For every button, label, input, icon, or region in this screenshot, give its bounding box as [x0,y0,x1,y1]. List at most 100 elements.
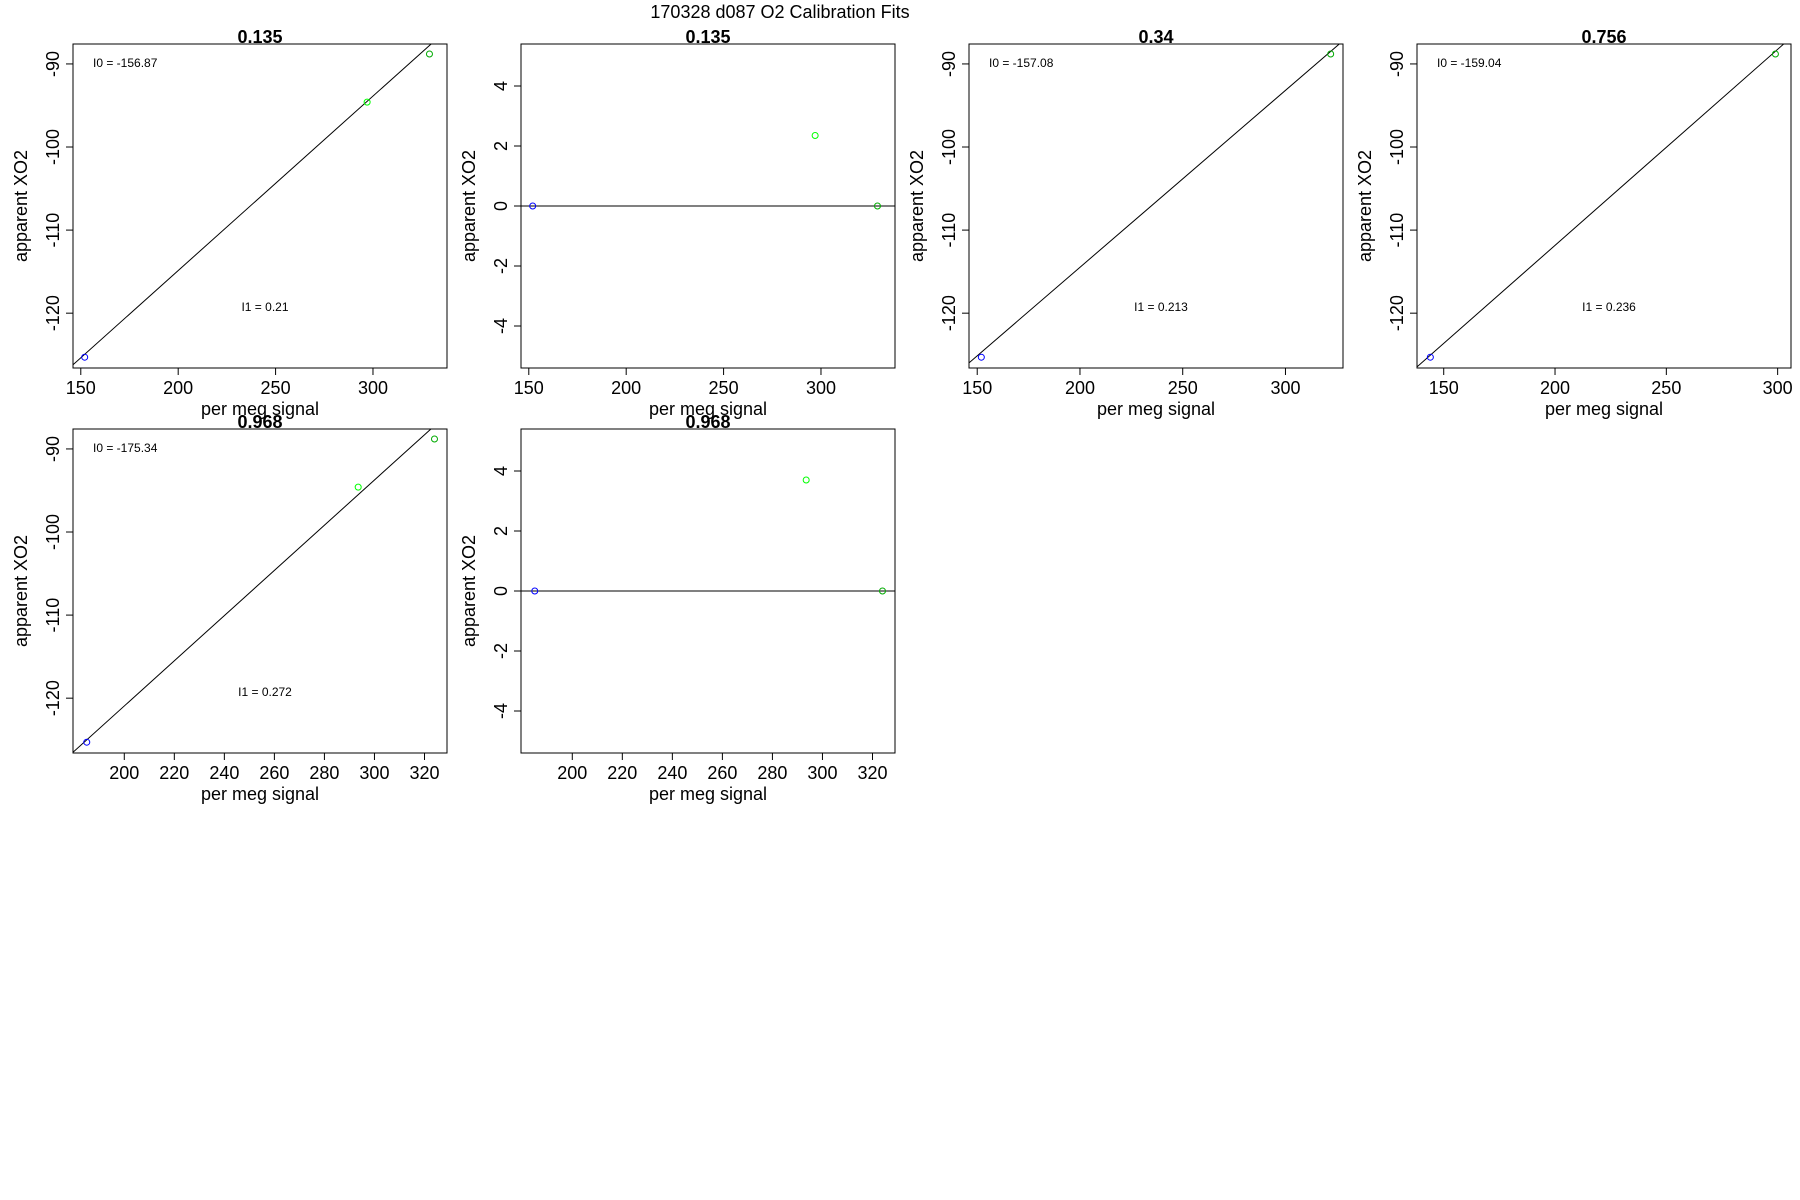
x-tick-label: 150 [1429,378,1459,398]
data-point [1426,353,1434,361]
x-axis-label: per meg signal [201,399,319,419]
y-tick-label: 2 [491,141,511,151]
slope-annotation: I1 = 0.213 [1134,300,1188,314]
y-tick-label: -2 [491,643,511,659]
data-point [531,587,539,595]
y-tick-label: -4 [491,318,511,334]
y-tick-label: 2 [491,526,511,536]
x-tick-label: 220 [159,763,189,783]
panel-title: 0.135 [685,27,730,47]
plot-frame [72,428,448,754]
y-tick-label: -100 [43,129,63,165]
x-axis-label: per meg signal [201,784,319,804]
y-tick-label: -120 [43,295,63,331]
x-tick-label: 150 [66,378,96,398]
x-tick-label: 320 [857,763,887,783]
data-point [354,483,362,491]
x-tick-label: 250 [1168,378,1198,398]
panel-title: 0.968 [237,412,282,432]
data-point [811,132,819,139]
y-tick-label: 0 [491,201,511,211]
y-tick-label: 4 [491,466,511,476]
x-tick-label: 150 [514,378,544,398]
data-point [81,353,89,361]
x-tick-label: 300 [359,763,389,783]
plot-frame [968,43,1344,369]
x-tick-label: 300 [358,378,388,398]
data-point [529,202,537,210]
y-tick-label: 0 [491,586,511,596]
data-point [363,98,371,106]
fit-line [73,429,432,753]
data-point [1327,50,1335,58]
slope-annotation: I1 = 0.21 [241,300,288,314]
y-tick-label: -90 [43,51,63,77]
panel-title: 0.756 [1581,27,1626,47]
chart-panel-2: 0.135 150 200 250 300 per meg signal -4 -2 0 2 4 ap… [459,27,896,419]
x-tick-label: 280 [309,763,339,783]
data-point [878,587,886,595]
x-axis-label: per meg signal [1545,399,1663,419]
x-tick-label: 300 [1270,378,1300,398]
data-point [873,202,881,210]
data-point [1771,50,1779,58]
x-tick-label: 280 [757,763,787,783]
chart-panel-4: 0.756 150 200 250 300 per meg signal -120 -110 -… [1355,27,1793,419]
y-tick-label: -90 [939,51,959,77]
intercept-annotation: I0 = -157.08 [989,56,1054,70]
y-tick-label: -90 [43,436,63,462]
data-point [425,50,433,58]
chart-panel-5: 0.968 200 220 240 260 280 300 320 per meg signal… [11,412,448,804]
x-tick-label: 240 [657,763,687,783]
panel-title: 0.135 [237,27,282,47]
slope-annotation: I1 = 0.236 [1582,300,1636,314]
intercept-annotation: I0 = -156.87 [93,56,158,70]
y-tick-label: -120 [939,295,959,331]
fit-line [1417,44,1785,368]
y-tick-label: -110 [939,213,959,248]
x-tick-label: 150 [962,378,992,398]
slope-annotation: I1 = 0.272 [238,685,292,699]
x-tick-label: 300 [1763,378,1793,398]
x-tick-label: 220 [607,763,637,783]
x-axis-label: per meg signal [649,399,767,419]
x-tick-label: 250 [709,378,739,398]
chart-panel-1: 0.135 150 200 250 300 per meg signal -120 -110 -… [11,27,448,419]
y-tick-label: -100 [939,129,959,165]
data-point [83,738,91,746]
x-tick-label: 200 [109,763,139,783]
data-point [802,476,810,484]
y-axis-label: apparent XO2 [1355,150,1375,262]
y-tick-label: -110 [43,598,63,633]
y-tick-label: -120 [1387,295,1407,331]
y-tick-label: -100 [1387,129,1407,165]
x-tick-label: 200 [1065,378,1095,398]
fit-line [969,44,1341,364]
intercept-annotation: I0 = -159.04 [1437,56,1502,70]
y-tick-label: 4 [491,81,511,91]
x-tick-label: 200 [163,378,193,398]
intercept-annotation: I0 = -175.34 [93,441,158,455]
x-tick-label: 300 [806,378,836,398]
plot-frame [72,43,448,369]
y-axis-label: apparent XO2 [459,150,479,262]
x-tick-label: 260 [707,763,737,783]
x-axis-label: per meg signal [1097,399,1215,419]
plot-frame [1416,43,1792,369]
x-tick-label: 200 [1540,378,1570,398]
panel-title: 0.34 [1138,27,1173,47]
x-axis-label: per meg signal [649,784,767,804]
data-point [430,435,438,443]
x-tick-label: 260 [259,763,289,783]
y-tick-label: -2 [491,258,511,274]
x-tick-label: 240 [209,763,239,783]
x-tick-label: 320 [409,763,439,783]
panel-title: 0.968 [685,412,730,432]
y-tick-label: -120 [43,680,63,716]
y-tick-label: -4 [491,703,511,719]
x-tick-label: 200 [611,378,641,398]
figure-title: 170328 d087 O2 Calibration Fits [650,2,909,22]
